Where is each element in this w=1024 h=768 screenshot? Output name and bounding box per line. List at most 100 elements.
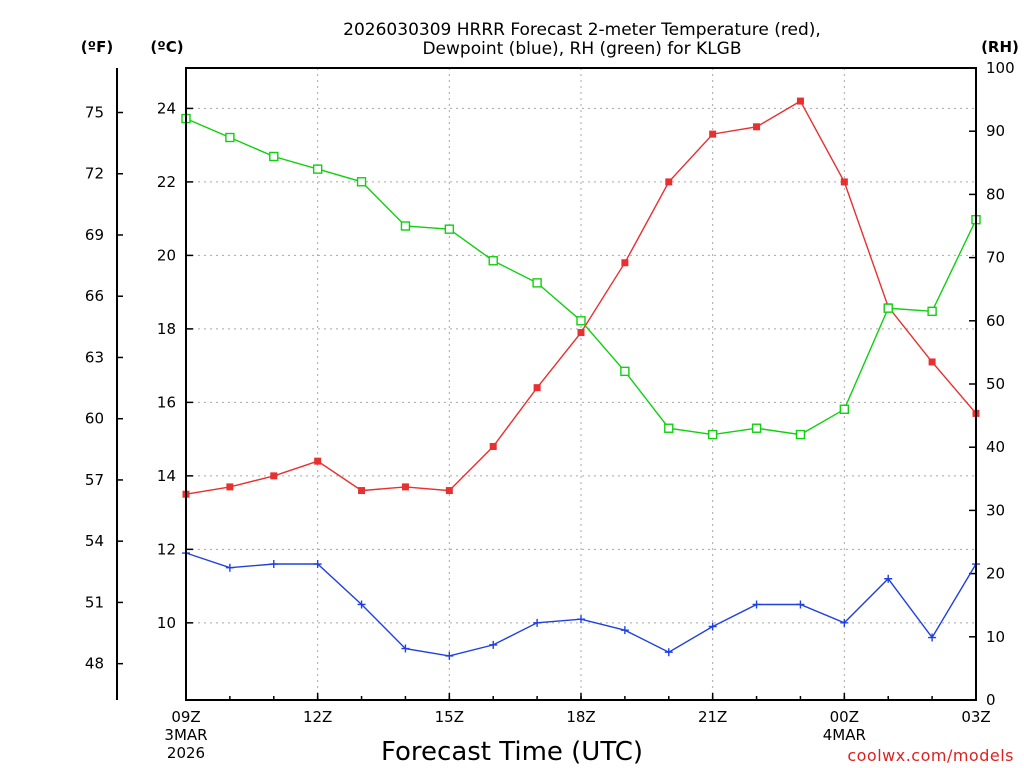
x-axis-title: Forecast Time (UTC) [381,737,643,767]
rh-tick-label: 40 [986,438,1005,456]
plot-frame [185,67,977,701]
temperature-point [577,329,585,337]
temperature-point [445,487,453,495]
temperature-point [489,442,497,450]
rh-tick-label: 60 [986,312,1005,330]
rh-point [795,429,806,440]
dewpoint-point [884,574,893,583]
rh-tick-label: 80 [986,185,1005,203]
celsius-tick-label: 24 [157,99,176,117]
fahrenheit-tick-label: 66 [85,287,104,305]
year-label: 2026 [167,744,205,762]
rh-point [576,316,586,326]
temperature-point [840,178,848,186]
dewpoint-point [620,626,629,635]
dewpoint-series [182,549,980,660]
temperature-series [182,97,980,498]
temperature-point [358,487,366,495]
rh-point [312,164,323,174]
rh-point [444,224,455,234]
rh-tick-label: 90 [986,122,1005,140]
rh-tick-label: 10 [986,628,1005,646]
rh-point [707,429,718,440]
rh-point [269,151,279,162]
dewpoint-point [225,563,234,572]
fahrenheit-tick-label: 57 [85,471,104,489]
chart-title-line1: 2026030309 HRRR Forecast 2-meter Tempera… [343,20,821,40]
time-tick-label: 03Z [961,708,990,726]
rh-series [181,113,981,440]
celsius-tick-label: 16 [157,393,176,411]
grid-lines [186,68,976,700]
rh-point [225,132,235,143]
dewpoint-point [664,648,673,657]
dewpoint-point [577,615,585,624]
rh-point [751,423,762,433]
rh-point [927,306,937,317]
rh-point [400,221,411,231]
rh-point [620,366,630,377]
time-tick-label: 09Z [171,708,200,726]
celsius-axis: 10 12 14 16 18 20 22 24 [157,99,193,632]
fahrenheit-tick-label: 63 [85,348,104,366]
fahrenheit-tick-label: 54 [85,532,104,550]
rh-tick-label: 50 [986,375,1005,393]
celsius-tick-label: 20 [157,246,176,264]
time-tick-label: 12Z [303,708,332,726]
dewpoint-point [489,640,498,649]
fahrenheit-tick-label: 60 [85,410,104,428]
date-label: 3MAR [164,726,207,744]
dewpoint-point [269,560,278,569]
temperature-point [314,457,322,465]
celsius-tick-label: 12 [157,540,176,558]
rh-point [664,423,674,433]
celsius-tick-label: 10 [157,614,176,632]
temperature-point [709,130,717,138]
dewpoint-point [796,600,805,609]
fahrenheit-tick-label: 51 [85,593,104,611]
data-series [181,97,981,660]
rh-point [839,404,850,414]
source-credit: coolwx.com/models [847,746,1014,765]
celsius-unit-label: (ºC) [150,38,183,56]
dewpoint-line [185,552,977,657]
dewpoint-point [357,600,366,609]
rh-tick-label: 30 [986,501,1005,519]
time-tick-label: 15Z [435,708,464,726]
dewpoint-point [708,622,717,631]
temperature-point [928,358,936,366]
rh-axis: 0 10 20 30 40 50 60 70 80 90 100 [969,59,1015,709]
temperature-point [621,259,629,267]
rh-tick-label: 20 [986,565,1005,583]
time-tick-label: 00Z [830,708,859,726]
date-label: 4MAR [823,726,866,744]
fahrenheit-axis: 48 51 54 57 60 63 66 69 72 75 [85,104,123,673]
fahrenheit-unit-label: (ºF) [81,38,113,56]
chart-title-line2: Dewpoint (blue), RH (green) for KLGB [422,39,741,59]
rh-point [883,303,893,313]
celsius-tick-label: 14 [157,467,176,485]
time-tick-label: 21Z [698,708,727,726]
dewpoint-point [445,651,454,660]
fahrenheit-tick-label: 75 [85,104,104,122]
temperature-point [270,472,278,480]
dewpoint-point [533,618,542,627]
rh-tick-label: 70 [986,249,1005,267]
rh-tick-label: 100 [986,59,1015,77]
rh-point [532,278,542,288]
fahrenheit-tick-label: 48 [85,655,104,673]
temperature-point [226,483,234,491]
rh-tick-label: 0 [986,691,996,709]
dewpoint-point [928,633,937,642]
temperature-point [753,123,761,131]
temperature-point [665,178,673,186]
rh-unit-label: (RH) [981,38,1019,56]
temperature-point [401,483,409,491]
fahrenheit-tick-label: 72 [85,165,104,183]
celsius-tick-label: 18 [157,320,176,338]
dewpoint-point [840,618,849,627]
celsius-tick-label: 22 [157,173,176,191]
rh-point [488,256,498,266]
